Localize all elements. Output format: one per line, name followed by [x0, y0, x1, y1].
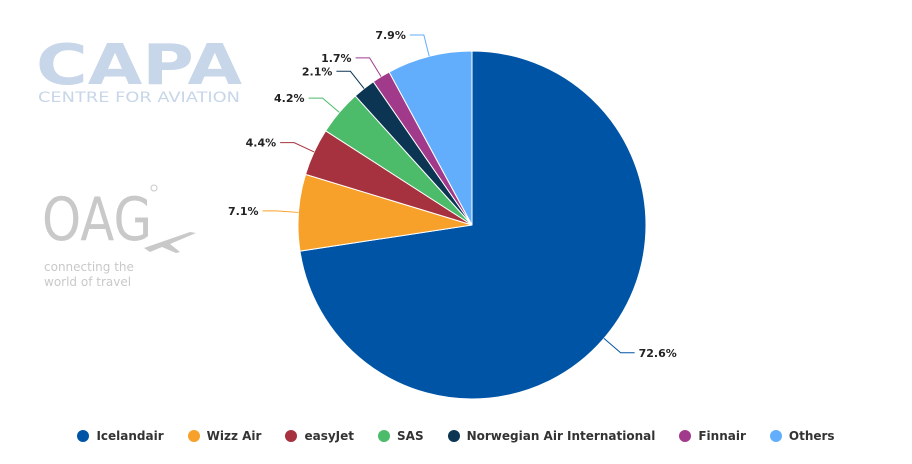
- data-label-norwegian-air-international: 2.1%: [302, 65, 333, 78]
- pie-slices: [297, 50, 647, 400]
- legend-marker-icon: [187, 430, 200, 442]
- oag-tagline-line1: connecting the: [44, 260, 134, 274]
- leader-line-finnair: [355, 57, 382, 77]
- legend-item-wizz-air[interactable]: Wizz Air: [187, 429, 262, 443]
- pie-leader-lines: [262, 34, 635, 354]
- data-label-others: 7.9%: [375, 29, 406, 42]
- data-label-icelandair: 72.6%: [639, 347, 677, 360]
- leader-line-wizz-air: [262, 210, 299, 213]
- oag-logo-main: OAG: [42, 185, 152, 255]
- data-label-easyjet: 4.4%: [246, 137, 277, 150]
- legend-item-norwegian-air-international[interactable]: Norwegian Air International: [447, 429, 656, 443]
- leader-line-others: [409, 34, 430, 57]
- chart-legend: Icelandair Wizz Air easyJet SAS Norwegian Ai…: [0, 424, 912, 448]
- legend-marker-icon: [285, 430, 298, 442]
- legend-label: easyJet: [304, 429, 355, 443]
- legend-marker-icon: [769, 430, 782, 442]
- legend-item-others[interactable]: Others: [769, 429, 835, 443]
- airplane-icon: [144, 232, 196, 253]
- legend-marker-icon: [378, 430, 391, 442]
- capa-logo: CAPA CENTRE FOR AVIATION: [36, 36, 243, 106]
- registered-mark-icon: [150, 184, 158, 192]
- leader-line-icelandair: [603, 338, 635, 354]
- legend-marker-icon: [679, 430, 692, 442]
- pie-chart: 72.6% 7.1% 4.4% 4.2% 2.1%1.7% 7.9%: [228, 29, 677, 400]
- legend-marker-icon: [447, 430, 460, 442]
- legend-item-icelandair[interactable]: Icelandair: [77, 429, 164, 443]
- capa-logo-subtitle: CENTRE FOR AVIATION: [38, 90, 240, 106]
- legend-label: SAS: [397, 429, 424, 443]
- pie-data-labels: 72.6% 7.1% 4.4% 4.2% 2.1%1.7% 7.9%: [228, 29, 677, 360]
- data-label-wizz-air: 7.1%: [228, 205, 259, 218]
- leader-line-easyjet: [280, 142, 315, 153]
- legend-label: Wizz Air: [206, 429, 262, 443]
- legend-label: Others: [788, 429, 835, 443]
- legend-item-easyjet[interactable]: easyJet: [285, 429, 354, 443]
- leader-line-norwegian-air-international: [336, 70, 365, 89]
- legend-label: Finnair: [698, 429, 746, 443]
- capa-logo-main: CAPA: [36, 36, 243, 98]
- pie-slice-others[interactable]: [388, 50, 473, 226]
- legend-item-finnair[interactable]: Finnair: [679, 429, 746, 443]
- oag-logo: OAG connecting the world of travel: [42, 184, 196, 289]
- legend-label: Norwegian Air International: [466, 429, 656, 443]
- pie-slice-icelandair[interactable]: [299, 50, 647, 400]
- legend-label: Icelandair: [96, 429, 164, 443]
- oag-tagline-line2: world of travel: [44, 275, 131, 289]
- leader-line-sas: [308, 97, 340, 113]
- data-label-finnair: 1.7%: [321, 52, 352, 65]
- legend-item-sas[interactable]: SAS: [378, 429, 424, 443]
- legend-marker-icon: [77, 430, 90, 442]
- data-label-sas: 4.2%: [274, 92, 305, 105]
